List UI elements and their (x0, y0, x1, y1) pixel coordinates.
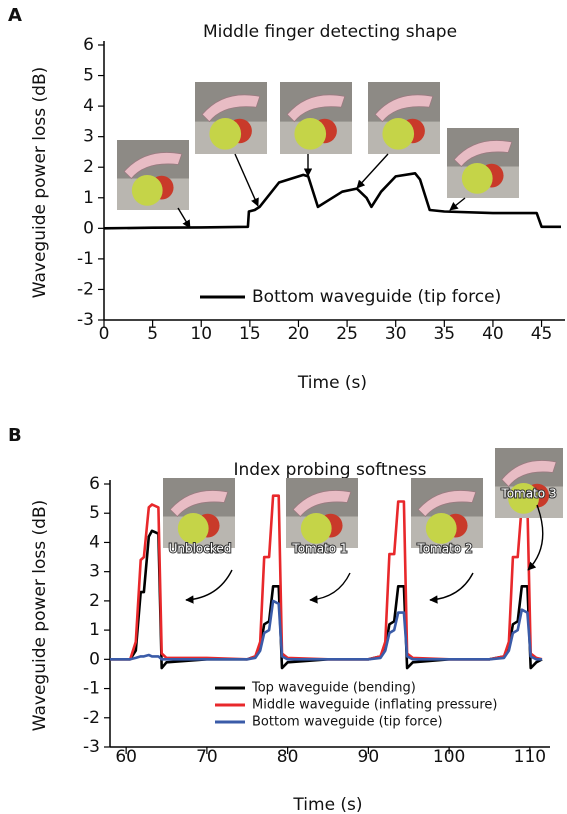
photo (495, 448, 563, 518)
arrow (429, 572, 474, 604)
x-axis-label: Time (s) (297, 373, 367, 393)
photo (411, 478, 483, 548)
x-tick-label: 40 (482, 324, 504, 344)
panel-label: A (8, 5, 22, 26)
x-tick-label: 110 (514, 747, 546, 767)
photo (195, 82, 267, 154)
x-tick-label: 10 (190, 324, 212, 344)
y-tick-label: 3 (89, 562, 100, 582)
y-tick-label: 1 (89, 620, 100, 640)
y-tick-label: -3 (77, 310, 94, 330)
tomato (209, 118, 242, 150)
y-tick-label: 0 (83, 218, 94, 238)
y-tick-label: 6 (83, 35, 94, 55)
tomato (294, 118, 327, 150)
legend-label: Bottom waveguide (tip force) (252, 715, 443, 730)
legend-label: Middle waveguide (inflating pressure) (252, 698, 497, 713)
arrow (234, 153, 259, 207)
hand (417, 490, 477, 518)
y-axis-label: Waveguide power loss (dB) (30, 67, 50, 299)
y-tick-label: 5 (83, 66, 94, 86)
annotation: Unblocked (169, 542, 232, 556)
y-tick-label: -2 (77, 279, 94, 299)
tomato (300, 513, 332, 544)
hand (453, 140, 513, 168)
x-tick-label: 25 (336, 324, 358, 344)
legend-label: Top waveguide (bending) (251, 681, 416, 696)
hand (286, 94, 346, 123)
tomato (382, 118, 415, 150)
x-tick-label: 35 (433, 324, 455, 344)
x-tick-label: 100 (433, 747, 465, 767)
annotation: Tomato 1 (291, 542, 347, 556)
hand (123, 152, 183, 180)
hand (169, 490, 229, 518)
arrow (356, 153, 389, 189)
photo (447, 128, 519, 198)
y-tick-label: 0 (89, 649, 100, 669)
y-tick-label: 4 (83, 96, 94, 116)
chart-title: Index probing softness (233, 460, 426, 480)
y-tick-label: -2 (83, 708, 100, 728)
tomato (461, 163, 493, 194)
panel-label: B (8, 425, 22, 446)
y-tick-label: 6 (89, 474, 100, 494)
series-line (103, 172, 561, 230)
y-tick-label: -1 (77, 249, 94, 269)
tomato (508, 483, 539, 514)
hand (374, 94, 434, 123)
y-tick-label: 5 (89, 503, 100, 523)
x-tick-label: 70 (196, 747, 218, 767)
x-tick-label: 20 (288, 324, 310, 344)
x-axis-label: Time (s) (292, 795, 362, 814)
x-tick-label: 45 (531, 324, 553, 344)
arrow (309, 572, 351, 604)
y-tick-label: -1 (83, 679, 100, 699)
tomato (177, 513, 209, 544)
annotation: Tomato 3 (500, 487, 556, 501)
x-tick-label: 30 (385, 324, 407, 344)
photo (117, 140, 189, 210)
legend-label: Bottom waveguide (tip force) (252, 287, 501, 307)
x-tick-label: 5 (147, 324, 158, 344)
x-tick-label: 80 (277, 747, 299, 767)
arrow (449, 197, 466, 211)
y-tick-label: 4 (89, 532, 100, 552)
y-axis-label: Waveguide power loss (dB) (30, 500, 50, 732)
photo (163, 478, 235, 548)
tomato (131, 175, 163, 206)
arrow (177, 207, 191, 229)
hand (501, 460, 557, 488)
photo (286, 478, 358, 548)
y-tick-label: 3 (83, 127, 94, 147)
arrow (527, 504, 544, 571)
photo (280, 82, 352, 154)
photo (368, 82, 440, 154)
annotation: Tomato 2 (416, 542, 472, 556)
x-tick-label: 90 (358, 747, 380, 767)
series-line (110, 599, 542, 661)
y-tick-label: 2 (89, 591, 100, 611)
x-tick-label: 15 (239, 324, 261, 344)
x-tick-label: 60 (115, 747, 137, 767)
chart-title: Middle finger detecting shape (203, 22, 457, 42)
hand (201, 94, 261, 123)
y-tick-label: -3 (83, 737, 100, 757)
hand (292, 490, 352, 518)
y-tick-label: 2 (83, 157, 94, 177)
arrow (185, 569, 233, 604)
tomato (425, 513, 457, 544)
x-tick-label: 0 (99, 324, 110, 344)
y-tick-label: 1 (83, 188, 94, 208)
